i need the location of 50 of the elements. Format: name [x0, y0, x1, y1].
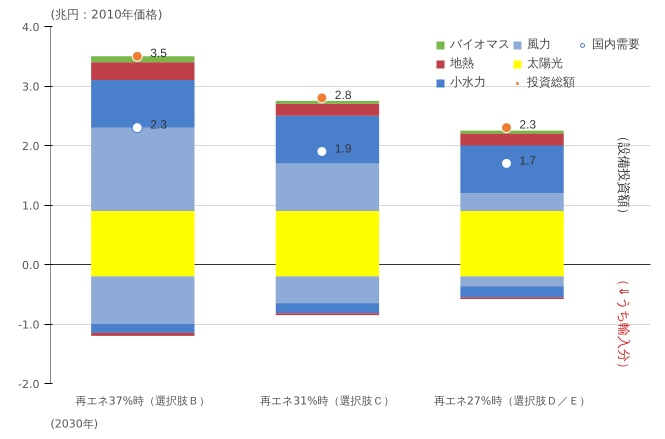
- bar: [460, 134, 564, 146]
- legend-label: 地熱: [450, 55, 474, 72]
- data-label: 2.3: [150, 118, 168, 132]
- legend-label: 太陽光: [527, 55, 563, 72]
- y-tick-label: 1.0: [22, 200, 40, 212]
- bar: [91, 332, 194, 336]
- legend-label: 国内需要: [592, 36, 640, 53]
- data-label: 2.8: [334, 88, 352, 102]
- bar: [276, 163, 380, 211]
- bar: [276, 276, 380, 304]
- y-tick-label: 0.0: [22, 259, 40, 272]
- bar: [276, 104, 380, 116]
- legend-label: 投資総額: [527, 74, 575, 91]
- point: [501, 158, 512, 169]
- y-tick-label: 4.0: [22, 21, 40, 34]
- data-label: 3.5: [150, 46, 168, 60]
- annotation: （設備投資額）: [615, 130, 630, 221]
- y-tick-label: 3.0: [22, 80, 40, 94]
- bar: [460, 130, 564, 134]
- data-label: 2.3: [519, 118, 536, 132]
- point: [316, 92, 328, 104]
- y-axis-title: (兆円：2010年価格): [50, 8, 162, 22]
- bar: [276, 303, 380, 314]
- bar: [460, 276, 564, 287]
- bar: [91, 276, 194, 324]
- bar: [91, 128, 194, 211]
- bar: [276, 116, 380, 164]
- data-label: 1.7: [519, 153, 536, 168]
- x-tick-label: 再エネ27%時（選択肢Ｄ／Ｅ）: [434, 394, 590, 408]
- text: (2030年): [50, 418, 98, 430]
- bar: [460, 146, 564, 194]
- bar: [276, 100, 380, 104]
- annotation: （⇓うち輸入分）: [615, 273, 630, 375]
- y-tick-label: 2.0: [22, 140, 40, 153]
- bar: [91, 62, 194, 80]
- legend-label: 小水力: [450, 74, 486, 91]
- point: [132, 122, 143, 134]
- bar: [460, 286, 564, 298]
- y-tick-label: -1.0: [18, 318, 40, 332]
- point: [132, 50, 143, 62]
- bar: [91, 324, 194, 333]
- x-tick-label: 再エネ31%時（選択肢Ｃ）: [260, 394, 395, 408]
- point: [501, 122, 512, 134]
- data-label: 1.9: [334, 141, 352, 156]
- legend-label: 風力: [527, 36, 551, 53]
- point: [316, 146, 328, 157]
- x-tick-label: 再エネ37%時（選択肢Ｂ）: [76, 394, 210, 408]
- y-tick-label: -2.0: [18, 378, 40, 391]
- legend-label: バイオマス: [450, 36, 510, 53]
- bar: [460, 193, 564, 211]
